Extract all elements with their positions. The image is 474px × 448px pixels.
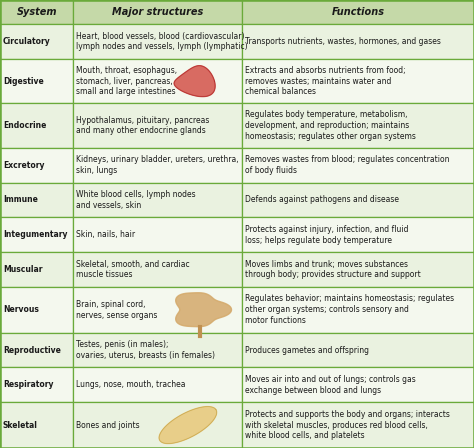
Bar: [242, 367, 474, 402]
Text: Defends against pathogens and disease: Defends against pathogens and disease: [245, 195, 399, 204]
Bar: [242, 103, 474, 148]
Text: Skin, nails, hair: Skin, nails, hair: [76, 230, 136, 239]
Bar: [242, 148, 474, 182]
Text: Immune: Immune: [3, 195, 38, 204]
Bar: [73, 367, 242, 402]
Bar: [73, 148, 242, 182]
Bar: [73, 252, 242, 287]
Bar: [73, 0, 242, 24]
Text: Skeletal, smooth, and cardiac
muscle tissues: Skeletal, smooth, and cardiac muscle tis…: [76, 259, 190, 279]
Text: Nervous: Nervous: [3, 305, 39, 314]
Bar: [73, 217, 242, 252]
Text: Brain, spinal cord,
nerves, sense organs: Brain, spinal cord, nerves, sense organs: [76, 300, 158, 319]
Bar: [73, 59, 242, 103]
Bar: [242, 217, 474, 252]
Text: Moves air into and out of lungs; controls gas
exchange between blood and lungs: Moves air into and out of lungs; control…: [245, 375, 415, 395]
Bar: [73, 402, 242, 448]
Text: Functions: Functions: [331, 7, 384, 17]
Polygon shape: [159, 407, 217, 444]
Text: Respiratory: Respiratory: [3, 380, 54, 389]
Bar: [0, 148, 73, 182]
Text: Bones and joints: Bones and joints: [76, 421, 140, 430]
Bar: [0, 252, 73, 287]
Text: Produces gametes and offspring: Produces gametes and offspring: [245, 345, 369, 354]
Text: Reproductive: Reproductive: [3, 345, 61, 354]
Text: Transports nutrients, wastes, hormones, and gases: Transports nutrients, wastes, hormones, …: [245, 37, 440, 46]
Bar: [0, 24, 73, 59]
Text: White blood cells, lymph nodes
and vessels, skin: White blood cells, lymph nodes and vesse…: [76, 190, 196, 210]
Text: Mouth, throat, esophagus,
stomach, liver, pancreas,
small and large intestines: Mouth, throat, esophagus, stomach, liver…: [76, 66, 177, 96]
Text: Integumentary: Integumentary: [3, 230, 67, 239]
Polygon shape: [174, 66, 215, 97]
Bar: [242, 182, 474, 217]
Text: Endocrine: Endocrine: [3, 121, 46, 130]
Bar: [242, 0, 474, 24]
Text: Removes wastes from blood; regulates concentration
of body fluids: Removes wastes from blood; regulates con…: [245, 155, 449, 175]
Text: Muscular: Muscular: [3, 265, 42, 274]
Bar: [0, 287, 73, 332]
Bar: [242, 332, 474, 367]
Polygon shape: [176, 293, 231, 327]
Bar: [73, 287, 242, 332]
Bar: [0, 332, 73, 367]
Bar: [73, 332, 242, 367]
Text: Kidneys, urinary bladder, ureters, urethra,
skin, lungs: Kidneys, urinary bladder, ureters, ureth…: [76, 155, 239, 175]
Bar: [0, 402, 73, 448]
Text: Protects against injury, infection, and fluid
loss; helps regulate body temperat: Protects against injury, infection, and …: [245, 225, 408, 245]
Bar: [0, 217, 73, 252]
Text: Digestive: Digestive: [3, 77, 44, 86]
Text: Regulates body temperature, metabolism,
development, and reproduction; maintains: Regulates body temperature, metabolism, …: [245, 110, 415, 141]
Text: Skeletal: Skeletal: [3, 421, 38, 430]
Bar: [0, 103, 73, 148]
Bar: [73, 103, 242, 148]
Bar: [242, 402, 474, 448]
Text: System: System: [17, 7, 57, 17]
Text: Protects and supports the body and organs; interacts
with skeletal muscles, prod: Protects and supports the body and organ…: [245, 410, 449, 440]
Text: Testes, penis (in males);
ovaries, uterus, breasts (in females): Testes, penis (in males); ovaries, uteru…: [76, 340, 215, 360]
Text: Hypothalamus, pituitary, pancreas
and many other endocrine glands: Hypothalamus, pituitary, pancreas and ma…: [76, 116, 210, 135]
Bar: [242, 252, 474, 287]
Bar: [0, 367, 73, 402]
Bar: [242, 24, 474, 59]
Text: Lungs, nose, mouth, trachea: Lungs, nose, mouth, trachea: [76, 380, 186, 389]
Bar: [0, 0, 73, 24]
Text: Regulates behavior; maintains homeostasis; regulates
other organ systems; contro: Regulates behavior; maintains homeostasi…: [245, 294, 454, 325]
Bar: [0, 59, 73, 103]
Text: Excretory: Excretory: [3, 161, 45, 170]
Bar: [73, 182, 242, 217]
Bar: [0, 182, 73, 217]
Text: Moves limbs and trunk; moves substances
through body; provides structure and sup: Moves limbs and trunk; moves substances …: [245, 259, 420, 279]
Bar: [242, 287, 474, 332]
Bar: [73, 24, 242, 59]
Text: Heart, blood vessels, blood (cardiovascular)
lymph nodes and vessels, lymph (lym: Heart, blood vessels, blood (cardiovascu…: [76, 32, 248, 52]
Bar: [242, 59, 474, 103]
Text: Extracts and absorbs nutrients from food;
removes wastes; maintains water and
ch: Extracts and absorbs nutrients from food…: [245, 66, 405, 96]
Text: Circulatory: Circulatory: [3, 37, 51, 46]
Text: Major structures: Major structures: [112, 7, 203, 17]
